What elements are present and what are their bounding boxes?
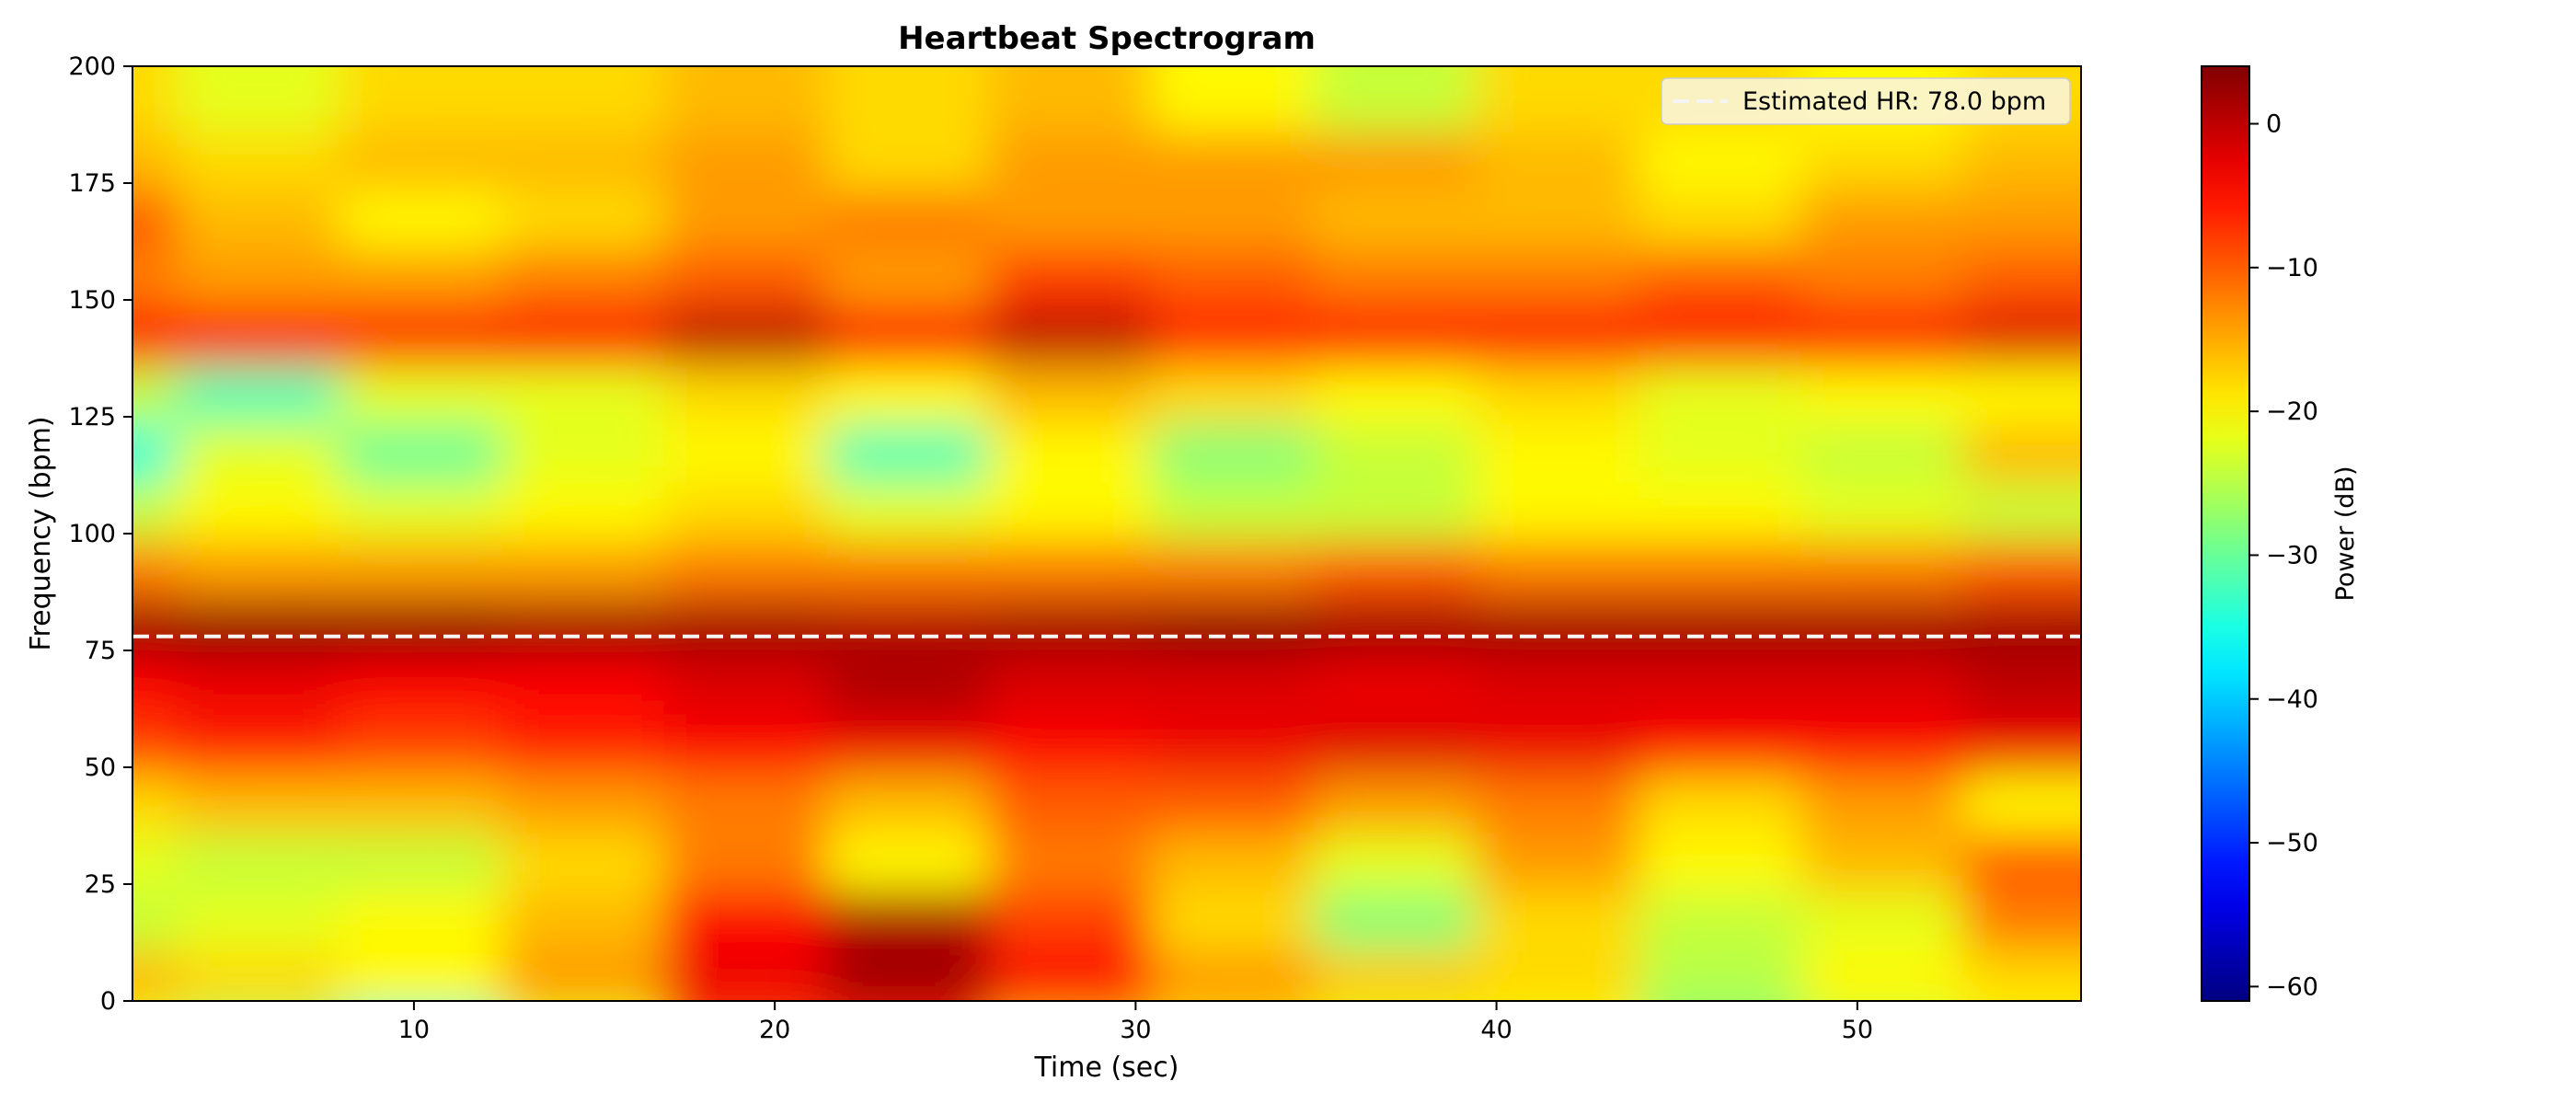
colorbar-tick-label: −20 bbox=[2266, 397, 2318, 426]
colorbar-tick-label: −30 bbox=[2266, 541, 2318, 569]
colorbar-tick-label: −40 bbox=[2266, 685, 2318, 714]
y-tick-label: 75 bbox=[85, 637, 116, 665]
heatmap-cells bbox=[132, 66, 2081, 1001]
colorbar-ticks: 0 −10 −20 −30 −40 −50 −60 bbox=[2249, 110, 2318, 1001]
y-tick-label: 175 bbox=[68, 169, 116, 198]
legend-box bbox=[1661, 77, 2071, 125]
legend-entry-estimated-hr: Estimated HR: 78.0 bpm bbox=[1742, 87, 2046, 116]
y-tick-label: 25 bbox=[85, 870, 116, 899]
x-axis: 10 20 30 40 50 bbox=[398, 1001, 1873, 1044]
colorbar-label: Power (dB) bbox=[2331, 466, 2360, 602]
colorbar-tick-label: −10 bbox=[2266, 254, 2318, 282]
colorbar-tick-label: 0 bbox=[2266, 110, 2282, 139]
x-tick-label: 10 bbox=[398, 1016, 430, 1044]
plot-area bbox=[132, 65, 2082, 1002]
x-tick-label: 50 bbox=[1842, 1016, 1873, 1044]
y-tick-label: 50 bbox=[85, 753, 116, 782]
x-tick-label: 30 bbox=[1120, 1016, 1151, 1044]
y-axis-label: Frequency (bpm) bbox=[25, 416, 57, 650]
x-axis-label: Time (sec) bbox=[1034, 1052, 1179, 1084]
x-tick-label: 40 bbox=[1480, 1016, 1512, 1044]
x-tick-label: 20 bbox=[759, 1016, 790, 1044]
chart-title: Heartbeat Spectrogram bbox=[898, 20, 1316, 57]
y-tick-label: 200 bbox=[68, 52, 116, 81]
y-tick-label: 150 bbox=[68, 286, 116, 315]
legend: Estimated HR: 78.0 bpm bbox=[1661, 77, 2071, 125]
y-tick-label: 100 bbox=[68, 520, 116, 548]
colorbar: 0 −10 −20 −30 −40 −50 −60 Power (dB) bbox=[2201, 65, 2360, 1002]
colorbar-tick-label: −60 bbox=[2266, 972, 2318, 1001]
y-tick-label: 125 bbox=[68, 403, 116, 431]
colorbar-tick-label: −50 bbox=[2266, 829, 2318, 857]
y-axis: 0 25 50 75 100 125 150 175 200 bbox=[68, 52, 132, 1016]
colorbar-gradient bbox=[2201, 65, 2250, 1002]
y-tick-label: 0 bbox=[100, 987, 116, 1016]
